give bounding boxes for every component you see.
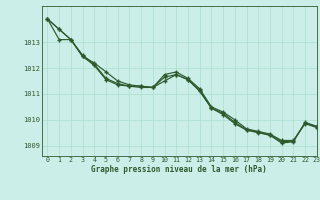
X-axis label: Graphe pression niveau de la mer (hPa): Graphe pression niveau de la mer (hPa)	[91, 165, 267, 174]
